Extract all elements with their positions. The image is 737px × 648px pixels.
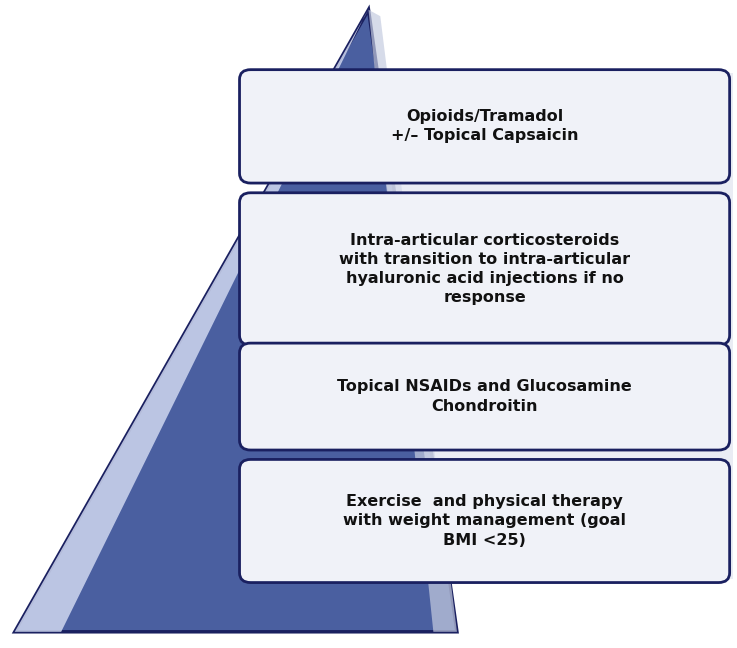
Polygon shape: [368, 10, 457, 632]
Text: Opioids/Tramadol
+/– Topical Capsaicin: Opioids/Tramadol +/– Topical Capsaicin: [391, 110, 579, 143]
FancyBboxPatch shape: [240, 193, 730, 345]
FancyBboxPatch shape: [240, 343, 730, 450]
FancyBboxPatch shape: [240, 459, 730, 583]
FancyBboxPatch shape: [240, 70, 730, 183]
Polygon shape: [15, 10, 457, 632]
Polygon shape: [370, 73, 733, 579]
Text: Exercise  and physical therapy
with weight management (goal
BMI <25): Exercise and physical therapy with weigh…: [343, 494, 626, 548]
Polygon shape: [15, 10, 368, 632]
Text: Topical NSAIDs and Glucosamine
Chondroitin: Topical NSAIDs and Glucosamine Chondroit…: [338, 380, 632, 413]
Text: Intra-articular corticosteroids
with transition to intra-articular
hyaluronic ac: Intra-articular corticosteroids with tra…: [339, 233, 630, 305]
